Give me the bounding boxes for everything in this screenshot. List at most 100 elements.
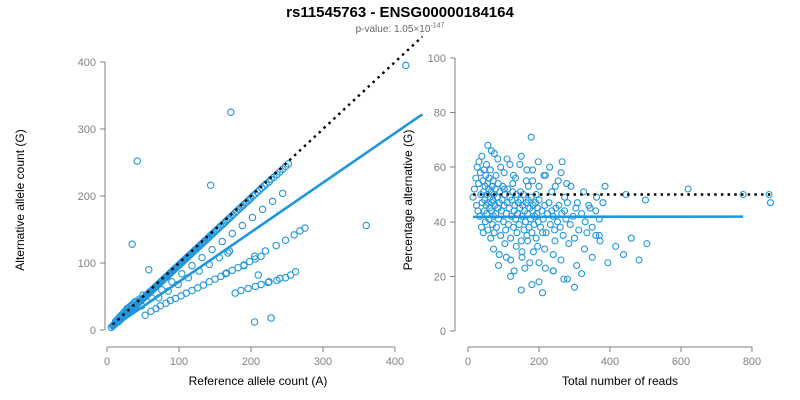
data-point bbox=[535, 196, 543, 204]
data-point bbox=[490, 150, 498, 158]
data-point bbox=[578, 270, 586, 278]
data-point bbox=[635, 256, 643, 264]
data-point bbox=[551, 237, 559, 245]
data-point bbox=[228, 229, 237, 238]
data-point bbox=[208, 245, 216, 254]
data-point bbox=[291, 267, 300, 276]
data-point bbox=[561, 207, 569, 215]
y-tick-label: 300 bbox=[78, 124, 96, 136]
data-point bbox=[478, 152, 486, 160]
data-point bbox=[362, 221, 370, 230]
x-tick-label: 600 bbox=[672, 356, 690, 368]
left-x-axis-title: Reference allele count (A) bbox=[189, 374, 328, 388]
data-point bbox=[526, 259, 534, 267]
y-tick-label: 100 bbox=[78, 258, 96, 270]
data-point bbox=[206, 181, 215, 190]
data-point bbox=[276, 274, 284, 283]
data-point bbox=[470, 185, 478, 193]
data-point bbox=[224, 249, 232, 257]
data-point bbox=[515, 220, 523, 229]
data-point bbox=[532, 234, 540, 242]
data-point bbox=[253, 188, 262, 196]
data-point bbox=[553, 218, 562, 226]
data-point bbox=[573, 261, 581, 270]
data-point bbox=[566, 220, 574, 229]
data-point bbox=[532, 190, 540, 199]
data-point bbox=[627, 234, 635, 242]
data-point bbox=[549, 251, 557, 259]
data-point bbox=[529, 248, 537, 256]
data-point bbox=[265, 278, 273, 286]
right-y-axis-title: Percentage alternative (G) bbox=[401, 130, 415, 271]
data-point bbox=[548, 188, 556, 196]
data-point bbox=[538, 289, 547, 297]
data-point bbox=[556, 223, 564, 231]
data-point bbox=[535, 182, 543, 190]
y-tick-label: 60 bbox=[434, 162, 446, 174]
data-point bbox=[535, 278, 543, 286]
data-point bbox=[561, 193, 569, 201]
data-point bbox=[487, 234, 495, 242]
x-tick-label: 0 bbox=[465, 356, 471, 368]
data-point bbox=[509, 223, 517, 231]
data-point bbox=[542, 229, 550, 237]
data-point bbox=[551, 182, 559, 190]
data-point bbox=[517, 237, 525, 245]
data-point bbox=[541, 264, 549, 272]
data-point bbox=[166, 296, 175, 305]
data-point bbox=[563, 199, 571, 207]
right-x-axis-title: Total number of reads bbox=[562, 374, 678, 388]
data-point bbox=[250, 252, 259, 261]
data-point bbox=[509, 171, 517, 179]
data-point bbox=[601, 182, 609, 190]
right-x-axis: 0 200 400 600 800 bbox=[465, 346, 761, 368]
data-point bbox=[534, 158, 542, 166]
data-point bbox=[495, 251, 503, 259]
data-point bbox=[517, 152, 525, 160]
data-point bbox=[257, 280, 265, 289]
data-point bbox=[258, 184, 266, 192]
left-fit-line bbox=[112, 113, 424, 329]
data-point bbox=[588, 253, 596, 261]
data-point bbox=[559, 231, 567, 239]
data-point bbox=[301, 224, 309, 232]
data-point bbox=[557, 169, 565, 177]
data-point bbox=[538, 207, 546, 215]
data-point bbox=[567, 182, 575, 190]
data-point bbox=[554, 177, 562, 185]
y-tick-label: 400 bbox=[78, 57, 96, 69]
data-point bbox=[528, 281, 536, 289]
data-point bbox=[534, 242, 542, 250]
x-tick-label: 200 bbox=[242, 356, 260, 368]
data-point bbox=[133, 157, 141, 165]
data-point bbox=[490, 245, 498, 253]
data-point bbox=[227, 108, 235, 117]
left-panel: 0 100 200 300 400 0 100 200 300 400 Alternative … bbox=[13, 35, 424, 388]
data-point bbox=[178, 269, 186, 278]
data-point bbox=[507, 272, 515, 280]
data-point bbox=[238, 221, 247, 230]
data-point bbox=[604, 259, 612, 267]
data-point bbox=[128, 240, 136, 248]
data-point bbox=[595, 231, 603, 239]
data-point bbox=[529, 166, 537, 174]
data-point bbox=[145, 265, 153, 274]
y-tick-label: 100 bbox=[428, 53, 446, 65]
y-tick-label: 0 bbox=[90, 325, 96, 337]
data-point bbox=[237, 286, 245, 295]
x-tick-label: 0 bbox=[104, 356, 110, 368]
data-point bbox=[516, 160, 524, 169]
x-tick-label: 300 bbox=[314, 356, 332, 368]
data-point bbox=[521, 264, 529, 272]
data-point bbox=[518, 248, 526, 256]
data-point bbox=[402, 61, 410, 70]
data-point bbox=[497, 163, 505, 171]
data-point bbox=[580, 245, 588, 253]
data-point bbox=[281, 236, 290, 244]
data-point bbox=[599, 199, 607, 207]
data-point bbox=[258, 205, 267, 214]
data-point bbox=[141, 311, 149, 320]
data-point bbox=[545, 199, 553, 207]
data-point bbox=[502, 226, 510, 234]
